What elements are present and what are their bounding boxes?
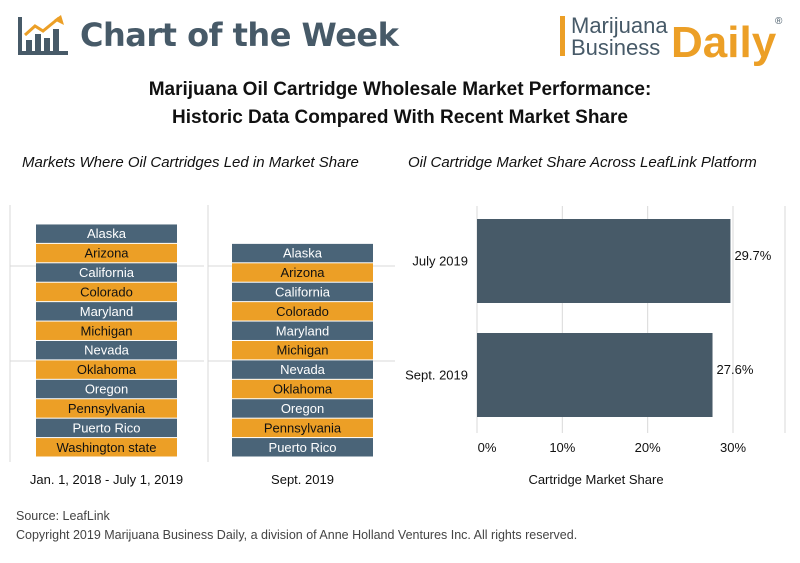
state-box [36, 438, 177, 457]
chart-title-line1: Marijuana Oil Cartridge Wholesale Market… [148, 79, 652, 100]
state-box [232, 321, 373, 340]
state-label: Pennsylvania [264, 420, 342, 435]
state-box [36, 360, 177, 379]
category-label: July 2019 [412, 254, 468, 269]
header-title: Chart of the Week [80, 16, 399, 54]
state-label: Arizona [84, 246, 129, 261]
x-tick-label: 0% [478, 440, 497, 455]
state-label: Michigan [276, 343, 328, 358]
panel-period-label: Sept. 2019 [271, 472, 334, 487]
source-note: Source: LeafLink [16, 509, 110, 523]
left-subtitle: Markets Where Oil Cartridges Led in Mark… [22, 154, 359, 171]
state-label: Oregon [281, 401, 324, 416]
state-box [232, 379, 373, 399]
x-tick-label: 20% [635, 440, 661, 455]
state-label: Colorado [276, 304, 329, 319]
state-label: Oklahoma [77, 362, 137, 377]
state-label: Maryland [276, 323, 329, 338]
right-subtitle: Oil Cartridge Market Share Across LeafLi… [408, 154, 757, 171]
brand-daily: Daily [671, 18, 777, 67]
chart-title-line2: Historic Data Compared With Recent Marke… [172, 107, 628, 128]
brand-registered-mark: ® [775, 16, 783, 27]
state-box [36, 282, 177, 302]
state-label: Arizona [280, 265, 325, 280]
state-label: California [79, 265, 135, 280]
state-box [36, 321, 177, 340]
state-box [232, 263, 373, 282]
bar-value-label: 29.7% [734, 248, 771, 263]
state-box [36, 243, 177, 263]
x-tick-label: 10% [549, 440, 575, 455]
state-box [36, 418, 177, 438]
bar-value-label: 27.6% [717, 362, 754, 377]
state-label: Oklahoma [273, 382, 333, 397]
state-label: Nevada [280, 362, 326, 377]
state-box [232, 340, 373, 360]
state-label: Maryland [80, 304, 133, 319]
state-box [36, 399, 177, 418]
state-box [232, 282, 373, 302]
state-label: Alaska [87, 226, 127, 241]
state-box [232, 243, 373, 263]
state-box [232, 438, 373, 457]
category-label: Sept. 2019 [405, 368, 468, 383]
bar [477, 219, 731, 303]
state-label: Puerto Rico [73, 420, 141, 435]
state-label: Michigan [80, 323, 132, 338]
state-label: Washington state [57, 440, 157, 455]
bar [477, 333, 713, 417]
state-label: Nevada [84, 343, 130, 358]
state-label: Puerto Rico [269, 440, 337, 455]
state-box [232, 302, 373, 321]
panel-period-label: Jan. 1, 2018 - July 1, 2019 [30, 472, 183, 487]
state-box [36, 340, 177, 360]
state-box [36, 302, 177, 321]
brand-bar [560, 16, 565, 56]
state-box [232, 399, 373, 418]
brand-line1: Marijuana [571, 13, 668, 38]
state-box [232, 418, 373, 438]
state-box [232, 360, 373, 379]
state-label: Colorado [80, 284, 133, 299]
state-label: Pennsylvania [68, 401, 146, 416]
x-tick-label: 30% [720, 440, 746, 455]
state-label: Oregon [85, 382, 128, 397]
state-box [36, 263, 177, 282]
chart-logo-icon [18, 15, 68, 55]
state-label: California [275, 284, 331, 299]
state-box [36, 224, 177, 243]
state-label: Alaska [283, 246, 323, 261]
x-axis-title: Cartridge Market Share [528, 472, 663, 487]
copyright-note: Copyright 2019 Marijuana Business Daily,… [16, 528, 578, 542]
brand-logo: Marijuana Business Daily ® [560, 14, 785, 66]
state-box [36, 379, 177, 399]
brand-line2: Business [571, 35, 661, 60]
